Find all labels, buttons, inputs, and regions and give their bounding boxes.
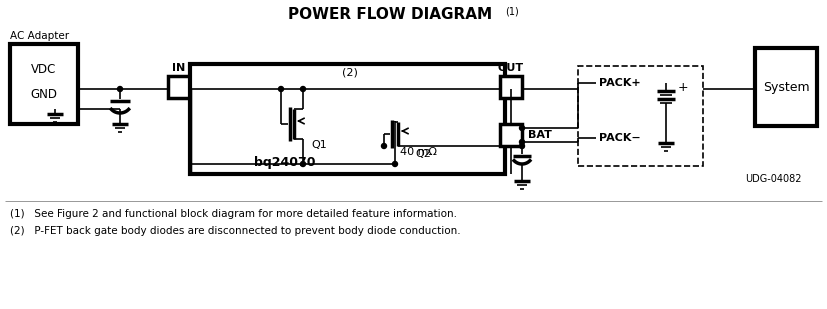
Text: PACK−: PACK− xyxy=(599,133,641,143)
Circle shape xyxy=(117,87,122,91)
Bar xyxy=(500,76,522,98)
Text: Q1: Q1 xyxy=(311,140,327,150)
Text: System: System xyxy=(762,81,810,94)
Text: IN: IN xyxy=(172,63,185,73)
Text: POWER FLOW DIAGRAM: POWER FLOW DIAGRAM xyxy=(288,6,492,22)
Text: BAT: BAT xyxy=(528,130,552,140)
Text: VDC: VDC xyxy=(31,62,57,75)
Bar xyxy=(755,48,817,126)
Text: PACK+: PACK+ xyxy=(600,78,641,88)
Text: +: + xyxy=(678,81,689,94)
Text: AC Adapter: AC Adapter xyxy=(10,31,69,41)
Circle shape xyxy=(519,125,524,130)
Circle shape xyxy=(519,143,524,149)
Text: GND: GND xyxy=(31,87,58,100)
Bar xyxy=(500,124,522,146)
Bar xyxy=(578,66,703,166)
Text: 40 mΩ: 40 mΩ xyxy=(399,147,437,157)
Circle shape xyxy=(300,87,305,91)
Text: (2): (2) xyxy=(342,67,358,77)
Circle shape xyxy=(279,87,284,91)
Text: (2)   P-FET back gate body diodes are disconnected to prevent body diode conduct: (2) P-FET back gate body diodes are disc… xyxy=(10,226,461,236)
Text: (1): (1) xyxy=(505,6,519,16)
Circle shape xyxy=(519,139,524,145)
Circle shape xyxy=(393,162,398,167)
Bar xyxy=(10,44,78,124)
Text: OUT: OUT xyxy=(498,63,524,73)
Circle shape xyxy=(300,162,305,167)
Circle shape xyxy=(381,143,386,149)
Text: (1)   See Figure 2 and functional block diagram for more detailed feature inform: (1) See Figure 2 and functional block di… xyxy=(10,209,457,219)
Text: Q2: Q2 xyxy=(415,149,431,159)
Bar xyxy=(168,76,190,98)
Text: bq24070: bq24070 xyxy=(254,155,316,168)
Bar xyxy=(190,64,505,174)
Text: UDG-04082: UDG-04082 xyxy=(745,174,801,184)
